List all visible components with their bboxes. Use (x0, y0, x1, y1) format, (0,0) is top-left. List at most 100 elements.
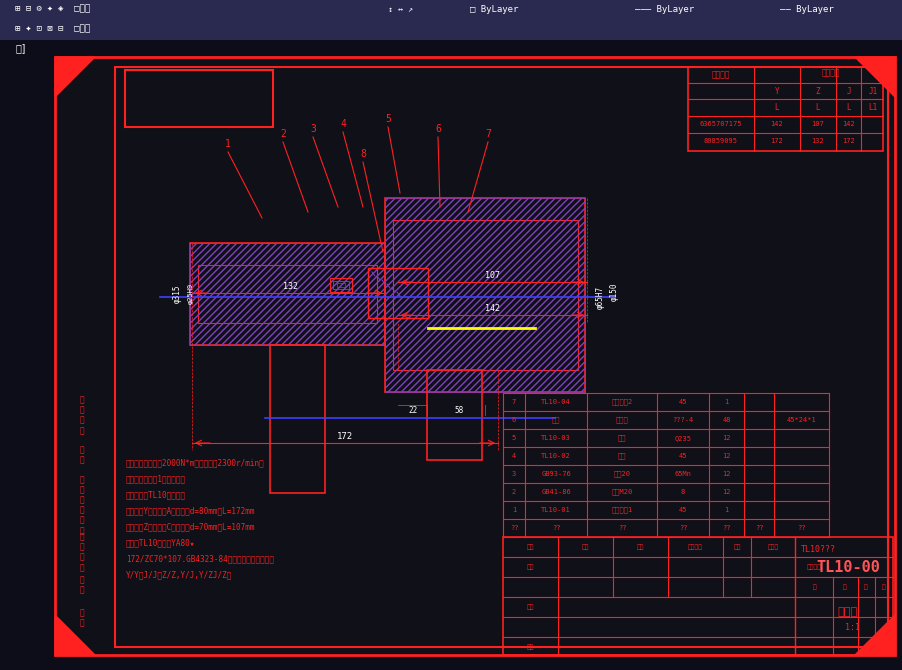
Bar (385, 198, 585, 392)
Text: 轴孔直径: 轴孔直径 (712, 70, 731, 80)
Text: 本联轴器公称扭矩2000N*m，许用转速2300r/min。: 本联轴器公称扭矩2000N*m，许用转速2300r/min。 (126, 458, 265, 468)
Text: 12: 12 (723, 489, 731, 495)
Text: 半联轴器1: 半联轴器1 (612, 507, 632, 513)
Text: TL10-04: TL10-04 (541, 399, 571, 405)
Text: 标准: 标准 (526, 604, 534, 610)
Text: 尽量以半联轴器1为主动端。: 尽量以半联轴器1为主动端。 (126, 474, 186, 484)
Text: φ65H7: φ65H7 (595, 285, 604, 309)
Polygon shape (855, 615, 895, 655)
Text: 1: 1 (724, 507, 729, 513)
Text: 80859095: 80859095 (704, 138, 738, 144)
Text: 5: 5 (511, 435, 516, 441)
Text: φ315: φ315 (172, 285, 181, 304)
Text: 标识时间: 标识时间 (687, 544, 703, 550)
Bar (0, 18, 902, 40)
Text: 142: 142 (770, 121, 783, 127)
Polygon shape (55, 57, 95, 97)
Text: 1: 1 (511, 507, 516, 513)
Text: 日
期: 日 期 (79, 608, 84, 628)
Text: 1: 1 (226, 139, 231, 149)
Text: 姓名: 姓名 (636, 544, 644, 550)
Text: ⊞ ⊟ ⚙ ✦ ◈  □实体: ⊞ ⊟ ⚙ ✦ ◈ □实体 (15, 5, 90, 13)
Text: Q235: Q235 (675, 435, 692, 441)
Text: 校
图
编
号: 校 图 编 号 (79, 495, 84, 535)
Text: L: L (775, 103, 779, 111)
Bar (270, 345, 325, 493)
Text: 标
图
序
号: 标 图 序 号 (79, 532, 84, 572)
Text: 2: 2 (511, 489, 516, 495)
Text: Y: Y (775, 86, 779, 96)
Bar (55, 57, 895, 655)
Text: ??: ?? (755, 525, 763, 531)
Text: ——— ByLayer: ——— ByLayer (635, 5, 695, 13)
Text: ??: ?? (552, 525, 560, 531)
Text: 142: 142 (485, 304, 501, 312)
Text: 12: 12 (723, 453, 731, 459)
Text: 4: 4 (511, 453, 516, 459)
Text: Y/Y、J/J、Z/Z,Y/J,Y/ZJ/Z。: Y/Y、J/J、Z/Z,Y/J,Y/ZJ/Z。 (126, 570, 233, 580)
Text: ???-4: ???-4 (672, 417, 694, 423)
Bar (330, 278, 352, 292)
Text: 螺母M20: 螺母M20 (612, 488, 632, 495)
Text: 172: 172 (842, 138, 855, 144)
Bar (0, 0, 902, 18)
Bar (115, 67, 888, 647)
Text: φ25H9: φ25H9 (188, 282, 194, 304)
Text: J1: J1 (869, 86, 878, 96)
Text: 主动端：Y型轴孔，A型键槽，d=80mm，L=172mm: 主动端：Y型轴孔，A型键槽，d=80mm，L=172mm (126, 507, 255, 515)
Bar (190, 243, 385, 345)
Text: 22: 22 (409, 405, 418, 415)
Text: 172/ZC70*107.GB4323-84。本联轴器组合型式：: 172/ZC70*107.GB4323-84。本联轴器组合型式： (126, 555, 274, 563)
Text: ??: ?? (723, 525, 731, 531)
Text: 172: 172 (770, 138, 783, 144)
Text: 45*24*1: 45*24*1 (787, 417, 816, 423)
Text: 半联轴器2: 半联轴器2 (612, 399, 632, 405)
Text: 检人员: 检人员 (768, 544, 778, 550)
Text: 设计: 设计 (526, 564, 534, 570)
Text: 柱销: 柱销 (618, 453, 626, 460)
Bar (190, 243, 385, 345)
Text: 制
图
材
料: 制 图 材 料 (79, 395, 84, 435)
Text: 次: 次 (882, 584, 886, 590)
Text: L: L (815, 103, 820, 111)
Text: 无图: 无图 (552, 417, 560, 423)
Text: L: L (847, 103, 851, 111)
Text: TL10-01: TL10-01 (541, 507, 571, 513)
Text: 132: 132 (282, 281, 298, 291)
Text: 弹性圈: 弹性圈 (616, 417, 629, 423)
Text: TL10???: TL10??? (800, 545, 835, 553)
Text: 从动端：Z型轴孔，C型键槽，d=70mm，L=107mm: 从动端：Z型轴孔，C型键槽，d=70mm，L=107mm (126, 523, 255, 531)
Text: 轴孔长度: 轴孔长度 (822, 68, 841, 78)
Text: 批号: 批号 (733, 544, 741, 550)
Text: 件: 件 (813, 584, 817, 590)
Bar (125, 70, 273, 127)
Text: —— ByLayer: —— ByLayer (780, 5, 833, 13)
Text: 107: 107 (485, 271, 501, 279)
Text: GB41-86: GB41-86 (541, 489, 571, 495)
Text: 6: 6 (511, 417, 516, 423)
Text: Z: Z (815, 86, 820, 96)
Text: φ150: φ150 (610, 283, 619, 302)
Text: 3: 3 (310, 124, 316, 134)
Text: 3: 3 (511, 471, 516, 477)
Text: 极权: 极权 (526, 544, 534, 550)
Text: TL10-03: TL10-03 (541, 435, 571, 441)
Text: 弹垫20: 弹垫20 (613, 471, 630, 477)
Text: 7: 7 (485, 129, 491, 139)
Text: 套
字: 套 字 (79, 576, 84, 595)
Text: 批: 批 (843, 584, 847, 590)
Bar (503, 537, 893, 655)
Text: 12: 12 (723, 471, 731, 477)
Text: 7: 7 (511, 399, 516, 405)
Text: 1: 1 (724, 399, 729, 405)
Text: 132: 132 (812, 138, 824, 144)
Text: 图纸编号: 图纸编号 (806, 564, 822, 570)
Text: 8: 8 (681, 489, 686, 495)
Text: J: J (847, 86, 851, 96)
Text: 描
光: 描 光 (79, 475, 84, 494)
Text: L1: L1 (869, 103, 878, 111)
Text: 45: 45 (678, 507, 687, 513)
Text: 装配图: 装配图 (838, 607, 858, 617)
Text: 65Mn: 65Mn (675, 471, 692, 477)
Text: 2: 2 (280, 129, 286, 139)
